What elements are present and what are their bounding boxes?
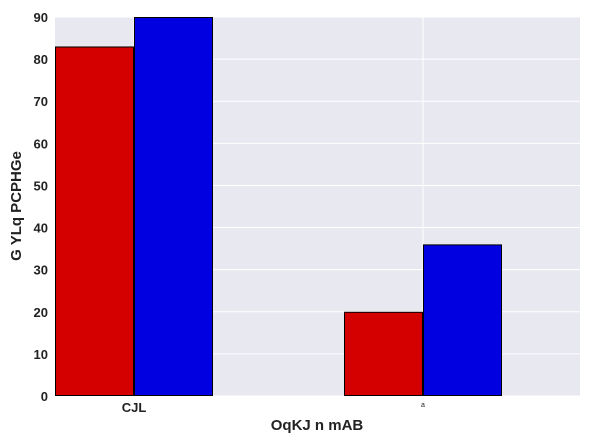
y-axis-ticks: 0 10 20 30 40 50 60 70 80 90 [34, 10, 48, 404]
y-tick-label: 20 [34, 305, 48, 320]
y-axis-title: G YLq PCPHGe [8, 151, 25, 261]
bar-series-2-0 [134, 17, 213, 396]
y-tick-label: 10 [34, 347, 48, 362]
x-axis-ticks: CJL a [122, 400, 425, 415]
bar-series-1-0 [55, 46, 134, 396]
y-tick-label: 80 [34, 52, 48, 67]
x-axis-title: OqKJ n mAB [271, 417, 364, 434]
y-tick-label: 0 [41, 389, 48, 404]
bar-series-1-1 [344, 311, 423, 396]
y-tick-label: 90 [34, 10, 48, 25]
x-tick-label: a [421, 402, 425, 409]
y-tick-label: 60 [34, 136, 48, 151]
y-tick-label: 40 [34, 221, 48, 236]
x-tick-label: CJL [122, 400, 147, 415]
bar-series-2-1 [423, 244, 502, 396]
bars [55, 17, 502, 396]
y-tick-label: 30 [34, 263, 48, 278]
y-tick-label: 50 [34, 178, 48, 193]
y-tick-label: 70 [34, 94, 48, 109]
